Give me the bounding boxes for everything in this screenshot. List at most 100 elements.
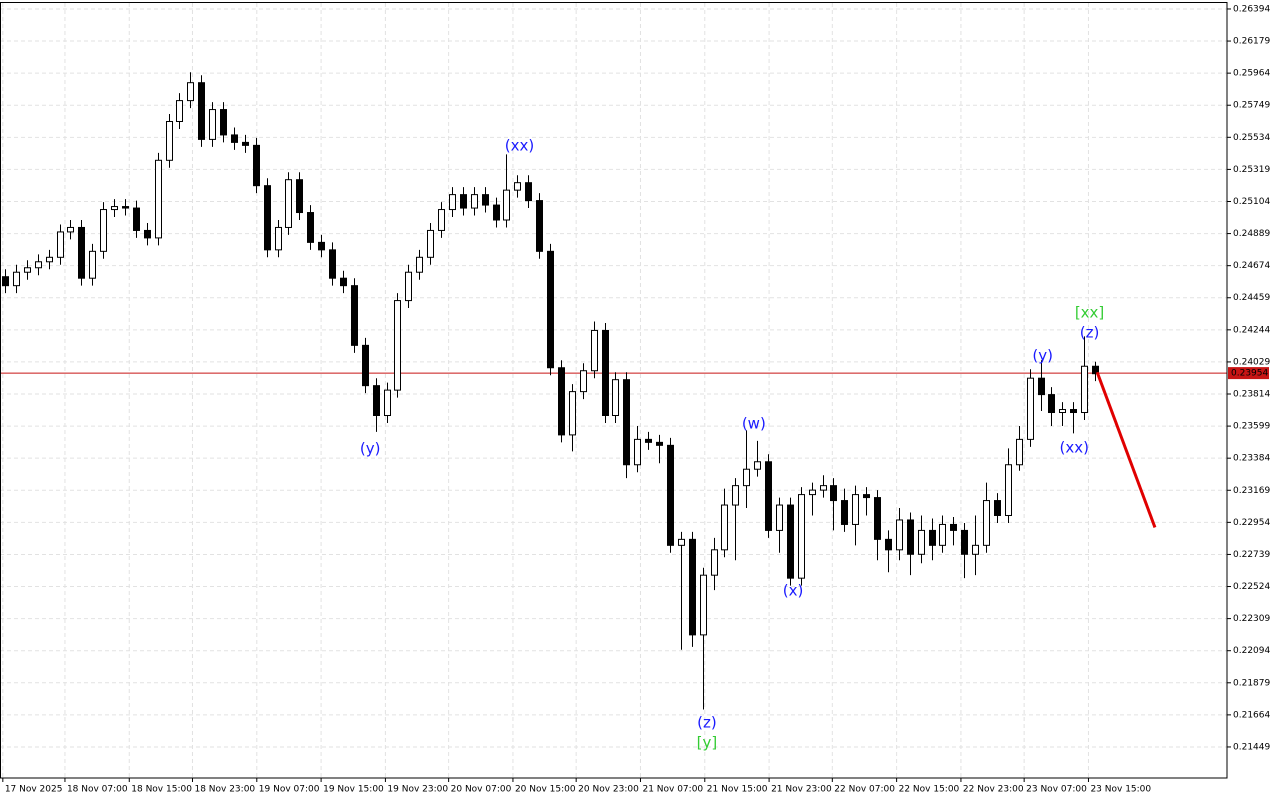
candle-body (111, 206, 118, 211)
wave-label: (x) (783, 582, 804, 600)
candle-body (1059, 409, 1066, 414)
candle-body (57, 231, 64, 258)
candle-body (787, 504, 794, 579)
candle-body (329, 249, 336, 279)
y-tick-label: 0.22094 (1233, 646, 1270, 656)
candle-body (1016, 438, 1023, 466)
candle-body (885, 538, 892, 551)
y-tick-label: 0.22954 (1233, 518, 1270, 528)
candle-body (24, 267, 31, 273)
wave-label: (y) (360, 439, 381, 457)
candle-body (155, 159, 162, 239)
y-tick-label: 0.21449 (1233, 742, 1270, 752)
candle-body (961, 529, 968, 555)
candle-body (242, 141, 249, 146)
candle-body (907, 519, 914, 555)
wave-label: (xx) (505, 136, 534, 154)
wave-label: (z) (1080, 323, 1100, 341)
candle-body (689, 538, 696, 636)
candle-body (187, 82, 194, 102)
x-tick-label: 18 Nov 15:00 (131, 785, 192, 795)
candle-body (929, 529, 936, 546)
candle-body (449, 194, 456, 211)
y-tick-label: 0.26179 (1233, 37, 1270, 47)
candle-body (809, 489, 816, 496)
candle-body (438, 209, 445, 231)
x-tick-label: 23 Nov 07:00 (1026, 785, 1087, 795)
candle-body (754, 461, 761, 470)
current-price-label: 0.23954 (1231, 369, 1268, 379)
candle-body (558, 367, 565, 436)
y-tick-label: 0.23384 (1233, 454, 1270, 464)
candle-body (384, 389, 391, 416)
candle-body (852, 494, 859, 525)
candle-body (656, 441, 663, 446)
candle-body (667, 444, 674, 546)
x-tick-label: 22 Nov 07:00 (834, 785, 895, 795)
x-tick-label: 20 Nov 15:00 (515, 785, 576, 795)
wave-label: (xx) (1060, 439, 1089, 457)
y-tick-label: 0.25964 (1233, 69, 1270, 79)
candle-body (711, 549, 718, 576)
candle-body (830, 485, 837, 502)
y-tick-label: 0.25749 (1233, 101, 1270, 111)
candle-body (275, 226, 282, 251)
candle-body (863, 494, 870, 499)
candle-body (743, 468, 750, 487)
candle-body (482, 194, 489, 206)
wave-label: (z) (697, 713, 717, 731)
plot-frame (0, 2, 1228, 779)
candle-body (634, 438, 641, 466)
candle-body (460, 194, 467, 209)
y-tick-label: 0.24459 (1233, 293, 1270, 303)
candle-body (950, 523, 957, 531)
candle-body (721, 504, 728, 551)
candle-body (776, 504, 783, 531)
wave-label: (y) (1032, 346, 1053, 364)
candle-body (362, 344, 369, 387)
x-tick-label: 19 Nov 23:00 (387, 785, 448, 795)
candle-body (525, 182, 532, 202)
x-tick-label: 17 Nov 2025 (5, 785, 63, 795)
candle-body (896, 519, 903, 551)
candle-body (394, 300, 401, 391)
candle-body (231, 134, 238, 143)
wave-label: [y] (697, 733, 718, 751)
candle-body (1005, 464, 1012, 516)
candle-body (1092, 365, 1099, 375)
x-tick-label: 19 Nov 15:00 (323, 785, 384, 795)
candle-body (176, 100, 183, 122)
candle-body (678, 538, 685, 546)
candle-body (841, 500, 848, 525)
candle-body (351, 285, 358, 346)
candle-body (209, 109, 216, 140)
candle-body (78, 226, 85, 279)
candle-body (471, 194, 478, 209)
candle-body (340, 277, 347, 287)
candle-body (972, 544, 979, 555)
candle-body (536, 200, 543, 252)
candle-body (1070, 409, 1077, 414)
candle-body (580, 370, 587, 393)
x-tick-label: 20 Nov 07:00 (451, 785, 512, 795)
candle-body (765, 461, 772, 531)
y-tick-label: 0.24889 (1233, 229, 1270, 239)
y-tick-label: 0.23599 (1233, 422, 1270, 432)
candle-body (645, 438, 652, 443)
x-tick-label: 21 Nov 07:00 (642, 785, 703, 795)
candle-body (547, 250, 554, 369)
candle-body (503, 189, 510, 221)
candle-body (493, 204, 500, 221)
candle-body (2, 276, 9, 287)
candle-body (514, 182, 521, 191)
y-tick-label: 0.25534 (1233, 133, 1270, 143)
candle-body (253, 144, 260, 187)
y-tick-label: 0.24244 (1233, 325, 1270, 335)
y-tick-label: 0.22309 (1233, 614, 1270, 624)
candle-body (623, 379, 630, 466)
y-tick-label: 0.26394 (1233, 4, 1270, 14)
candle-body (1081, 365, 1088, 414)
x-tick-label: 18 Nov 23:00 (194, 785, 255, 795)
candle-body (1048, 394, 1055, 414)
